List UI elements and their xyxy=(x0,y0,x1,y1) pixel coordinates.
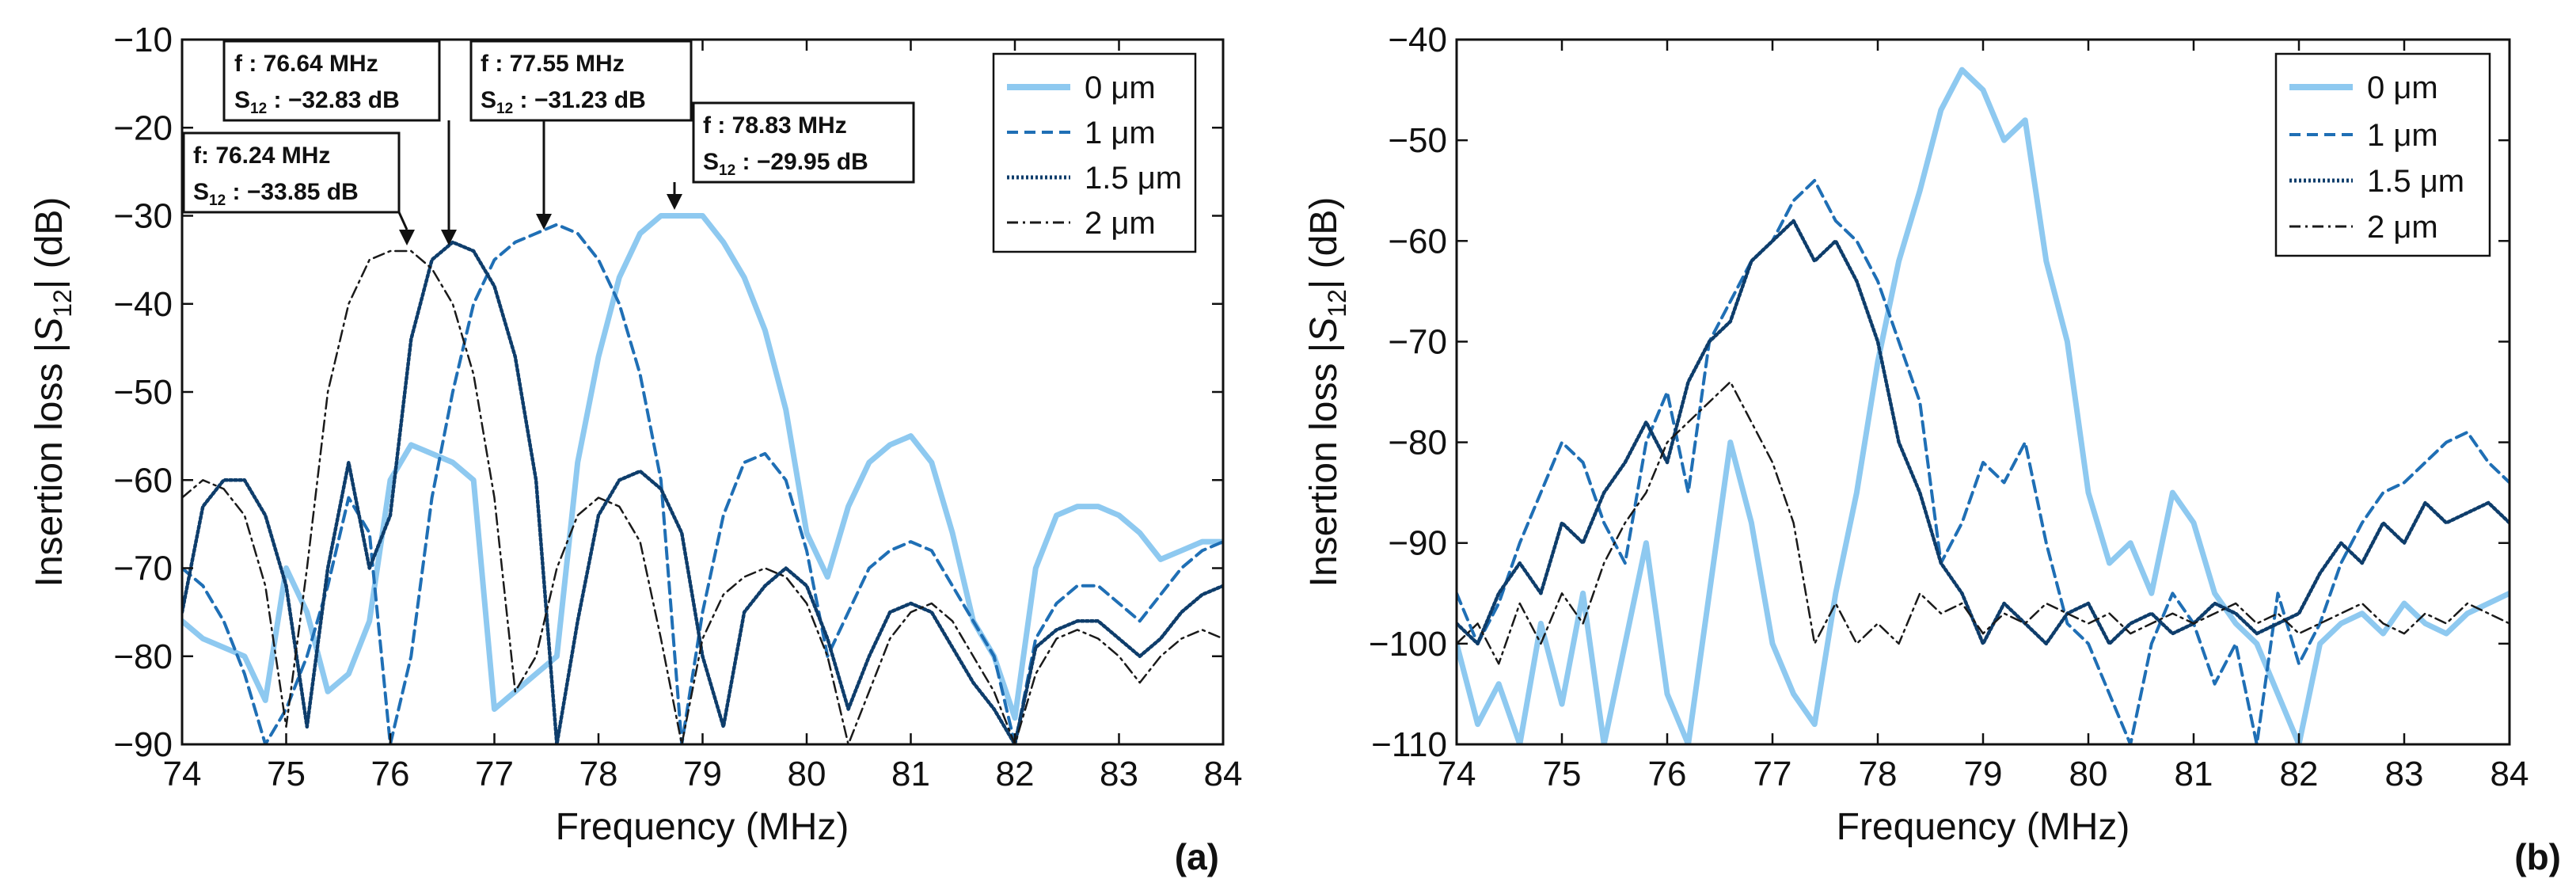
series-line-a-3 xyxy=(182,249,1223,744)
panel-label-b: (b) xyxy=(2514,836,2561,877)
y-tick-label: −40 xyxy=(1388,21,1447,59)
x-tick-label: 77 xyxy=(1753,755,1792,793)
arrow-head-icon xyxy=(667,194,682,210)
y-axis-label-b: Insertion loss |S12| (dB) xyxy=(1303,197,1351,588)
x-tick-label: 82 xyxy=(2280,755,2319,793)
y-tick-label: −50 xyxy=(1388,121,1447,160)
annotation-box xyxy=(222,40,441,122)
x-ticks-b: 74 75 76 77 78 79 80 81 82 83 84 xyxy=(1438,40,2529,793)
x-tick-label: 83 xyxy=(2385,755,2424,793)
annotation-77-55: f : 77.55 MHz S12 : −31.23 dB xyxy=(469,40,693,230)
y-tick-label: −80 xyxy=(1388,424,1447,462)
x-tick-label: 75 xyxy=(267,755,306,793)
annotation-box xyxy=(692,101,915,184)
x-tick-label: 80 xyxy=(788,755,826,793)
y-tick-label: −90 xyxy=(113,725,173,764)
annotation-frequency: f : 78.83 MHz xyxy=(703,112,847,139)
x-tick-label: 77 xyxy=(475,755,514,793)
y-ticks-b: −110 −100 −90 −80 −70 −60 −50 −40 xyxy=(1369,21,2510,764)
y-tick-label: −30 xyxy=(113,197,173,236)
x-tick-label: 80 xyxy=(2069,755,2108,793)
y-tick-label: −110 xyxy=(1371,725,1447,764)
x-tick-label: 78 xyxy=(579,755,618,793)
legend-label-b-1: 1 μm xyxy=(2367,118,2438,153)
annotation-frequency: f : 77.55 MHz xyxy=(481,51,625,77)
x-tick-label: 74 xyxy=(163,755,202,793)
panel-a: 74 75 76 77 78 79 80 81 82 83 84 −90 −80 −70 −60 −50 −4… xyxy=(28,21,1242,877)
legend-label-b-3: 2 μm xyxy=(2367,210,2438,245)
y-tick-label: −90 xyxy=(1388,524,1447,563)
y-tick-label: −70 xyxy=(113,550,173,588)
x-ticks-a: 74 75 76 77 78 79 80 81 82 83 84 xyxy=(163,40,1243,793)
annotation-pointer xyxy=(397,211,408,230)
y-axis-label-a: Insertion loss |S12| (dB) xyxy=(28,197,77,588)
series-group-a xyxy=(182,213,1223,744)
x-tick-label: 84 xyxy=(2491,755,2529,793)
x-tick-label: 81 xyxy=(891,755,930,793)
x-tick-label: 78 xyxy=(1859,755,1898,793)
annotation-76-64: f : 76.64 MHz S12 : −32.83 dB xyxy=(222,40,457,245)
legend-label-b-2: 1.5 μm xyxy=(2367,164,2464,199)
annotation-s12: S12 : −29.95 dB xyxy=(703,149,868,179)
x-tick-label: 79 xyxy=(1964,755,2003,793)
series-line-a-1 xyxy=(182,223,1223,744)
x-axis-label-a: Frequency (MHz) xyxy=(556,806,849,848)
y-tick-label: −50 xyxy=(113,373,173,412)
legend-label-a-3: 2 μm xyxy=(1085,206,1156,241)
arrow-head-icon xyxy=(399,230,415,245)
series-line-b-2 xyxy=(1457,219,2510,646)
x-tick-label: 84 xyxy=(1204,755,1243,793)
x-tick-label: 83 xyxy=(1100,755,1138,793)
annotation-box xyxy=(182,131,401,214)
x-tick-label: 76 xyxy=(1648,755,1687,793)
y-tick-label: −60 xyxy=(113,461,173,500)
series-line-b-1 xyxy=(1457,179,2510,744)
y-tick-label: −100 xyxy=(1369,625,1447,664)
x-tick-label: 76 xyxy=(371,755,410,793)
x-tick-label: 74 xyxy=(1438,755,1476,793)
series-line-b-3 xyxy=(1457,381,2510,665)
y-tick-label: −10 xyxy=(113,21,173,59)
annotation-76-24: f: 76.24 MHz S12 : −33.85 dB xyxy=(182,131,415,245)
panel-label-a: (a) xyxy=(1175,836,1219,877)
legend-label-a-2: 1.5 μm xyxy=(1085,161,1182,196)
legend-b: 0 μm 1 μm 1.5 μm 2 μm xyxy=(2274,52,2491,257)
legend-label-a-1: 1 μm xyxy=(1085,116,1156,150)
annotation-frequency: f : 76.64 MHz xyxy=(234,51,378,77)
panel-b: 74 75 76 77 78 79 80 81 82 83 84 −110 −100 −90 −80 −70… xyxy=(1303,21,2561,877)
x-tick-label: 81 xyxy=(2175,755,2213,793)
series-group-b xyxy=(1457,67,2510,744)
annotation-78-83: f : 78.83 MHz S12 : −29.95 dB xyxy=(667,101,915,210)
y-ticks-a: −90 −80 −70 −60 −50 −40 −30 −20 −10 xyxy=(113,21,1223,764)
arrow-head-icon xyxy=(536,214,552,230)
y-tick-label: −40 xyxy=(113,285,173,324)
x-tick-label: 75 xyxy=(1543,755,1582,793)
arrow-head-icon xyxy=(441,230,457,245)
annotation-box xyxy=(469,40,693,122)
y-tick-label: −60 xyxy=(1388,222,1447,261)
y-tick-label: −20 xyxy=(113,108,173,147)
x-tick-label: 82 xyxy=(996,755,1035,793)
series-line-a-0 xyxy=(182,213,1223,721)
x-axis-label-b: Frequency (MHz) xyxy=(1837,806,2130,848)
series-line-a-2 xyxy=(182,240,1223,744)
annotation-frequency: f: 76.24 MHz xyxy=(193,143,330,169)
series-line-b-0 xyxy=(1457,67,2510,744)
legend-a: 0 μm 1 μm 1.5 μm 2 μm xyxy=(992,52,1197,253)
y-tick-label: −70 xyxy=(1388,322,1447,361)
y-tick-label: −80 xyxy=(113,637,173,676)
legend-label-b-0: 0 μm xyxy=(2367,70,2438,105)
x-tick-label: 79 xyxy=(683,755,722,793)
legend-label-a-0: 0 μm xyxy=(1085,70,1156,105)
